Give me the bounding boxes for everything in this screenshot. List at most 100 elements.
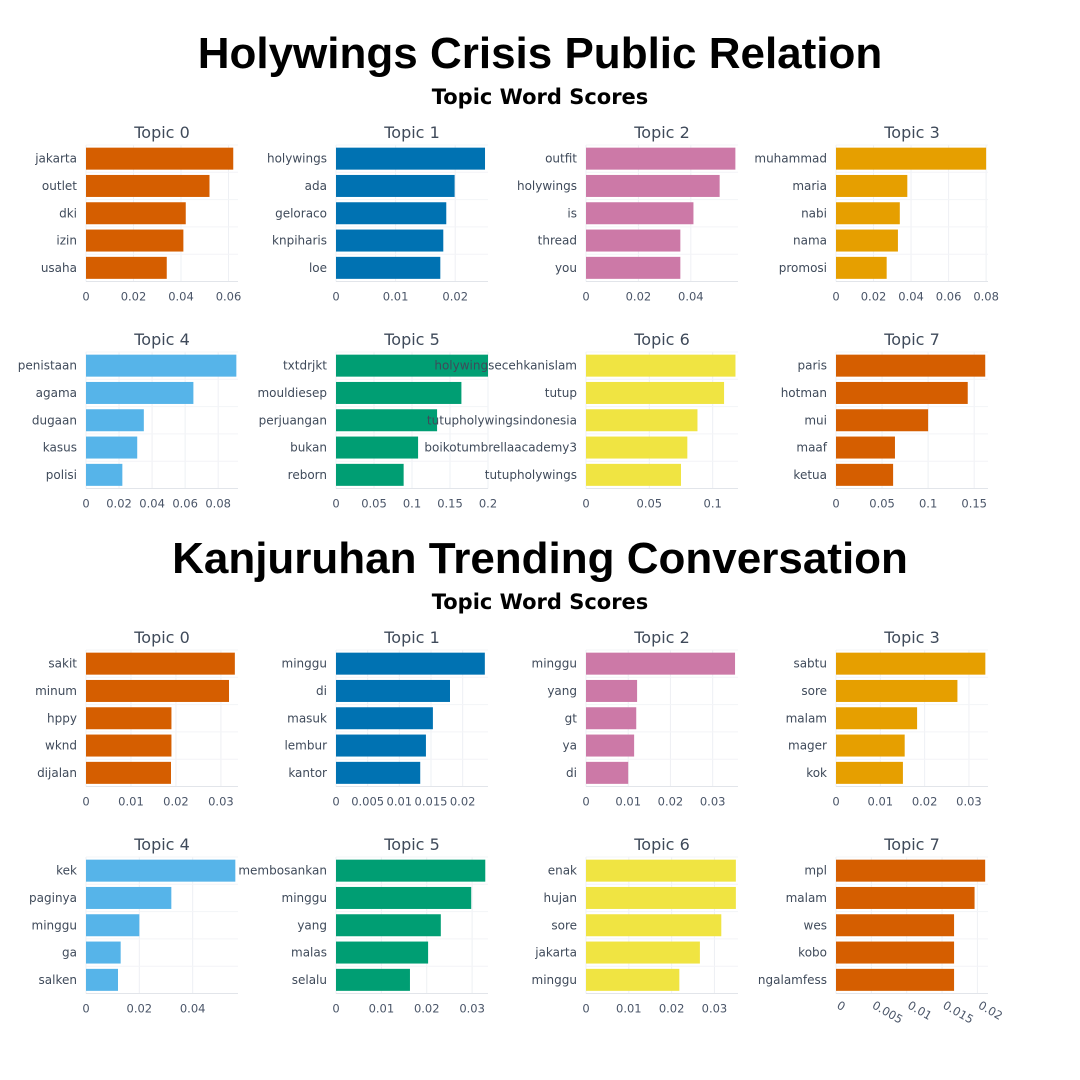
bar-p0-t2-0 xyxy=(586,147,736,170)
category-label-p0-t1-3: knpiharis xyxy=(272,234,327,248)
category-label-p1-t0-0: sakit xyxy=(48,657,77,671)
category-label-p1-t4-3: ga xyxy=(62,946,77,960)
chart-title-p0-t7: Topic 7 xyxy=(883,330,940,349)
x-tick-label-p1-t3-2: 0.02 xyxy=(912,795,938,809)
chart-title-p0-t2: Topic 2 xyxy=(633,123,690,142)
category-label-p0-t6-4: tutupholywings xyxy=(485,468,577,482)
bar-p1-t3-4 xyxy=(836,761,903,784)
bar-p1-t7-0 xyxy=(836,859,986,882)
bar-p0-t0-1 xyxy=(86,174,210,197)
category-label-p1-t7-3: kobo xyxy=(798,946,827,960)
chart-title-p1-t0: Topic 0 xyxy=(133,628,190,647)
x-tick-label-p1-t6-3: 0.03 xyxy=(702,1002,728,1016)
bar-p0-t4-1 xyxy=(86,381,194,404)
x-tick-label-p1-t0-1: 0.01 xyxy=(118,795,144,809)
category-label-p0-t0-0: jakarta xyxy=(34,152,77,166)
bar-p0-t1-3 xyxy=(336,229,444,252)
x-tick-label-p1-t6-2: 0.02 xyxy=(659,1002,685,1016)
chart-title-p0-t5: Topic 5 xyxy=(383,330,440,349)
bar-p0-t0-2 xyxy=(86,202,186,225)
bar-p0-t4-4 xyxy=(86,463,123,486)
chart-title-p1-t7: Topic 7 xyxy=(883,835,940,854)
category-label-p0-t5-1: mouldiesep xyxy=(257,386,327,400)
bar-p1-t7-1 xyxy=(836,886,975,909)
bar-p1-t4-4 xyxy=(86,968,118,991)
category-label-p0-t6-3: boikotumbrellaacademy3 xyxy=(424,441,577,455)
x-tick-label-p1-t7-0: 0 xyxy=(835,998,848,1014)
category-label-p1-t3-4: kok xyxy=(806,766,827,780)
chart-title-p0-t1: Topic 1 xyxy=(383,123,440,142)
x-tick-label-p0-t3-2: 0.04 xyxy=(898,290,924,304)
chart-title-p1-t3: Topic 3 xyxy=(883,628,940,647)
section-title-kanjuruhan: Kanjuruhan Trending Conversation xyxy=(172,534,908,583)
bar-p0-t0-0 xyxy=(86,147,234,170)
x-tick-label-p1-t0-3: 0.03 xyxy=(208,795,234,809)
category-label-p1-t3-1: sore xyxy=(801,684,827,698)
category-label-p1-t2-2: gt xyxy=(565,711,578,725)
category-label-p1-t5-0: membosankan xyxy=(238,864,327,878)
chart-title-p0-t4: Topic 4 xyxy=(133,330,190,349)
bar-p1-t0-0 xyxy=(86,652,235,675)
category-label-p1-t6-3: jakarta xyxy=(534,946,577,960)
x-tick-label-p0-t6-2: 0.1 xyxy=(704,497,722,511)
category-label-p1-t1-3: lembur xyxy=(284,739,327,753)
bar-p0-t4-3 xyxy=(86,436,138,459)
bar-p1-t6-3 xyxy=(586,941,700,964)
bar-p1-t5-2 xyxy=(336,914,441,937)
x-tick-label-p1-t1-3: 0.015 xyxy=(415,795,448,809)
bar-p0-t6-1 xyxy=(586,381,725,404)
bar-p1-t7-4 xyxy=(836,968,955,991)
chart-title-p1-t4: Topic 4 xyxy=(133,835,190,854)
x-tick-label-p0-t7-1: 0.05 xyxy=(869,497,895,511)
category-label-p0-t5-2: perjuangan xyxy=(259,413,327,427)
bar-p0-t1-0 xyxy=(336,147,486,170)
category-label-p1-t6-0: enak xyxy=(548,864,577,878)
x-tick-label-p1-t2-1: 0.01 xyxy=(615,795,641,809)
x-tick-label-p0-t2-2: 0.04 xyxy=(678,290,704,304)
category-label-p1-t2-1: yang xyxy=(547,684,577,698)
chart-title-p1-t5: Topic 5 xyxy=(383,835,440,854)
x-tick-label-p1-t4-1: 0.02 xyxy=(127,1002,153,1016)
chart-title-p0-t3: Topic 3 xyxy=(883,123,940,142)
bar-p0-t5-3 xyxy=(336,436,419,459)
bar-p1-t0-3 xyxy=(86,734,172,757)
category-label-p1-t4-1: paginya xyxy=(29,891,77,905)
panel-subtitle-holywings: Topic Word Scores xyxy=(431,85,649,109)
bar-p0-t4-0 xyxy=(86,354,237,377)
bar-p0-t2-2 xyxy=(586,202,694,225)
x-tick-label-p0-t0-3: 0.06 xyxy=(216,290,242,304)
category-label-p1-t7-2: wes xyxy=(804,918,827,932)
x-tick-label-p1-t1-1: 0.005 xyxy=(351,795,384,809)
category-label-p0-t5-3: bukan xyxy=(290,441,327,455)
x-tick-label-p0-t3-1: 0.02 xyxy=(861,290,887,304)
category-label-p1-t7-1: malam xyxy=(786,891,827,905)
category-label-p0-t2-0: outfit xyxy=(545,152,577,166)
category-label-p0-t6-2: tutupholywingsindonesia xyxy=(427,413,577,427)
bar-p0-t3-0 xyxy=(836,147,987,170)
category-label-p0-t0-2: dki xyxy=(59,206,77,220)
bar-p1-t5-3 xyxy=(336,941,429,964)
bar-p1-t0-1 xyxy=(86,679,230,702)
x-tick-label-p0-t2-0: 0 xyxy=(582,290,589,304)
category-label-p1-t5-2: yang xyxy=(297,918,327,932)
category-label-p1-t0-3: wknd xyxy=(45,739,77,753)
bar-p1-t1-3 xyxy=(336,734,426,757)
x-tick-label-p0-t4-1: 0.02 xyxy=(106,497,132,511)
x-tick-label-p1-t7-1: 0.005 xyxy=(870,998,906,1027)
bar-p1-t2-0 xyxy=(586,652,736,675)
chart-title-p1-t1: Topic 1 xyxy=(383,628,440,647)
bar-p1-t5-1 xyxy=(336,886,472,909)
x-tick-label-p0-t0-1: 0.02 xyxy=(121,290,147,304)
x-tick-label-p1-t2-2: 0.02 xyxy=(658,795,684,809)
x-tick-label-p0-t4-4: 0.08 xyxy=(205,497,231,511)
bar-p0-t2-1 xyxy=(586,174,720,197)
section-title-holywings: Holywings Crisis Public Relation xyxy=(197,29,883,78)
category-label-p0-t7-2: mui xyxy=(804,413,827,427)
bar-p1-t7-2 xyxy=(836,914,955,937)
category-label-p0-t1-0: holywings xyxy=(267,152,327,166)
bar-p1-t1-0 xyxy=(336,652,485,675)
x-tick-label-p0-t5-3: 0.15 xyxy=(437,497,463,511)
category-label-p1-t1-1: di xyxy=(316,684,327,698)
category-label-p1-t6-4: minggu xyxy=(532,973,577,987)
